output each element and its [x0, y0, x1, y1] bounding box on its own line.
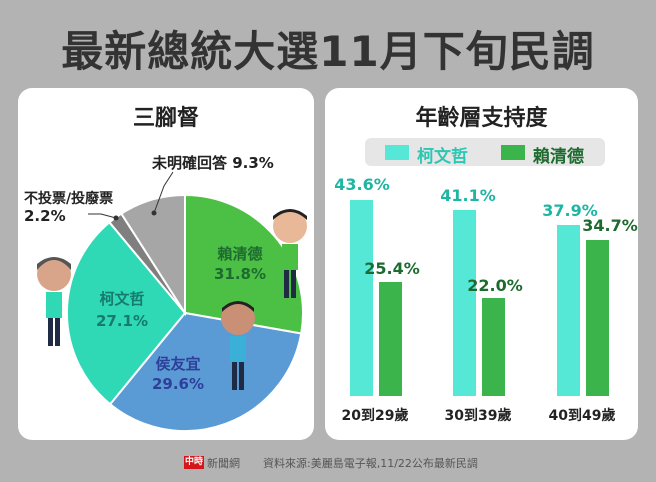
page-title: 最新總統大選11月下旬民調: [61, 27, 595, 76]
pie-chart: [65, 171, 304, 432]
pie-chart-card: 三腳督 未明確回答 9.3% 不投票/投廢票 2.2% 賴清德 31.8% 侯友…: [18, 88, 314, 440]
portrait-ko-icon: [37, 257, 71, 346]
bar-ko-20s: [350, 200, 373, 396]
legend-swatch-lai: [501, 145, 525, 160]
portrait-lai-icon: [273, 209, 307, 298]
bar-value-ko-20s: 43.6%: [334, 175, 390, 194]
category-label-30s: 30到39歲: [444, 408, 512, 424]
callout-line-novote: [88, 213, 117, 219]
callout-novote-name: 不投票/投廢票: [24, 191, 114, 207]
pie-slice-unanswered: [119, 193, 186, 317]
bar-ko-30s: [453, 210, 476, 396]
callout-unanswered: 未明確回答 9.3%: [152, 154, 274, 172]
bar-value-ko-40s: 37.9%: [542, 201, 598, 220]
pie-label-hou-value: 29.6%: [151, 375, 205, 393]
callout-novote-value: 2.2%: [24, 207, 66, 225]
brand-logo-mark: 中時: [184, 456, 204, 469]
pie-label-lai-value: 31.8%: [213, 265, 267, 283]
legend-label-ko: 柯文哲: [417, 147, 468, 167]
bar-value-ko-30s: 41.1%: [440, 186, 496, 205]
bar-lai-40s: [586, 240, 609, 396]
bar-ko-40s: [557, 225, 580, 396]
pie-slice-hou: [108, 311, 303, 432]
bar-value-lai-20s: 25.4%: [364, 259, 420, 278]
bar-chart-title: 年齡層支持度: [415, 106, 548, 131]
pie-label-lai-name: 賴清德: [217, 245, 263, 263]
pie-label-ko-name: 柯文哲: [99, 290, 145, 308]
bar-lai-30s: [482, 298, 505, 396]
portrait-hou-icon: [221, 301, 255, 390]
pie-chart-title: 三腳督: [132, 106, 199, 131]
bar-lai-20s: [379, 282, 402, 396]
callout-line-unanswered: [153, 171, 174, 214]
chart-legend: 柯文哲 賴清德: [365, 138, 605, 167]
legend-swatch-ko: [385, 145, 409, 160]
category-label-40s: 40到49歲: [548, 408, 616, 424]
pie-slice-lai: [184, 193, 304, 335]
bar-value-lai-40s: 34.7%: [582, 216, 638, 235]
brand-logo-text: 新聞網: [207, 457, 240, 470]
legend-label-lai: 賴清德: [533, 147, 584, 167]
bar-value-lai-30s: 22.0%: [467, 276, 523, 295]
source-note: 資料來源:美麗島電子報,11/22公布最新民調: [263, 457, 478, 470]
pie-label-ko-value: 27.1%: [95, 312, 149, 330]
category-label-20s: 20到29歲: [341, 408, 409, 424]
pie-label-hou-name: 侯友宜: [155, 355, 201, 373]
pie-slice-ko: [65, 220, 187, 406]
bar-chart-card: 年齡層支持度 柯文哲 賴清德 43.6% 25.4% 20到29歲 41.1% …: [325, 88, 638, 440]
